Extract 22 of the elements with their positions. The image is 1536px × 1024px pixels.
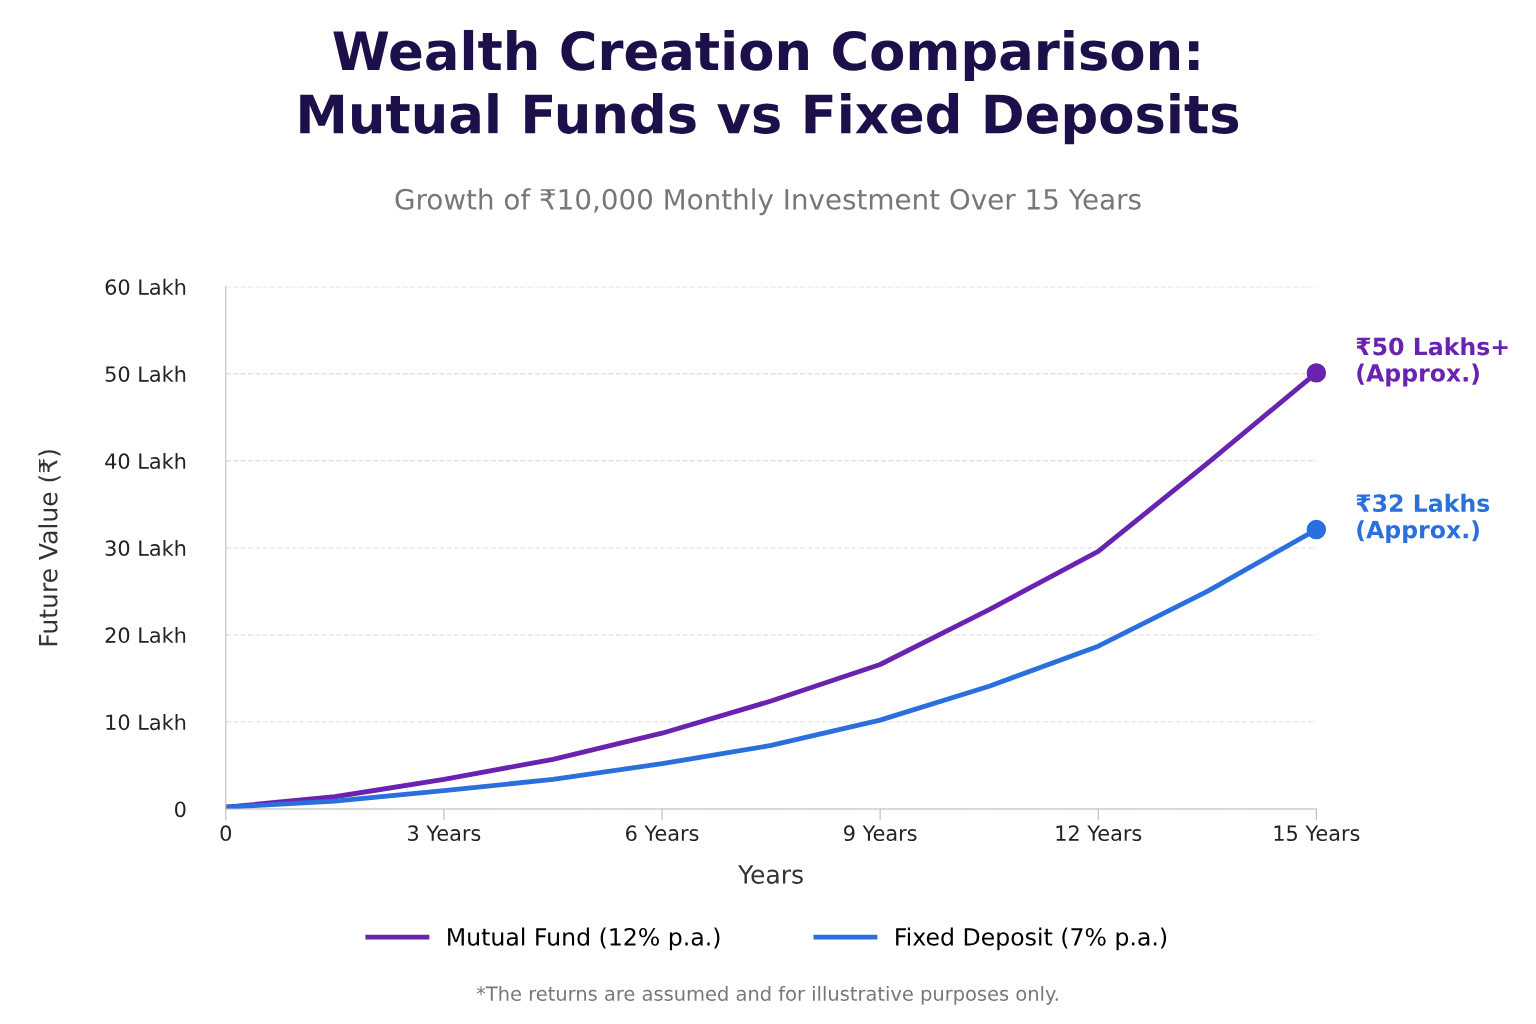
y-tick-label: 20 Lakh: [105, 626, 186, 644]
x-tick-label: 0: [220, 825, 232, 842]
x-tick-label: 9 Years: [844, 825, 917, 842]
text: *The returns are assumed and for illustrative purposes only.: [476, 985, 1058, 1005]
y-tick-label: 50 Lakh: [105, 365, 186, 382]
x-tick-label: 15 Years: [1274, 825, 1360, 842]
x-tick-label: 3 Years: [408, 825, 481, 842]
legend-label: Mutual Fund (12% p.a.): [448, 927, 720, 951]
y-tick-label: 10 Lakh: [106, 714, 186, 731]
chart-title: Wealth Creation Comparison: Mutual Funds vs Fixed Deposits: [300, 29, 1239, 145]
y-tick-label: 40 Lakh: [105, 452, 186, 470]
annotation: ₹32 Lakhs (Approx.): [1356, 493, 1490, 544]
x-tick-label: 6 Years: [626, 825, 699, 842]
chart-subtitle: Growth of ₹10,000 Monthly Investment Over 15 Years: [395, 188, 1141, 216]
y-tick-label: 60 Lakh: [105, 278, 186, 295]
y-tick-label: 0: [175, 801, 186, 818]
x-tick-label: 12 Years: [1056, 825, 1142, 842]
x-axis-title: Years: [738, 865, 803, 884]
legend-label: Fixed Deposit (7% p.a.): [896, 927, 1167, 951]
annotation: ₹50 Lakhs+ (Approx.): [1356, 337, 1508, 387]
y-tick-label: 30 Lakh: [105, 539, 186, 557]
y-axis-title: Future Value (₹): [38, 450, 61, 646]
